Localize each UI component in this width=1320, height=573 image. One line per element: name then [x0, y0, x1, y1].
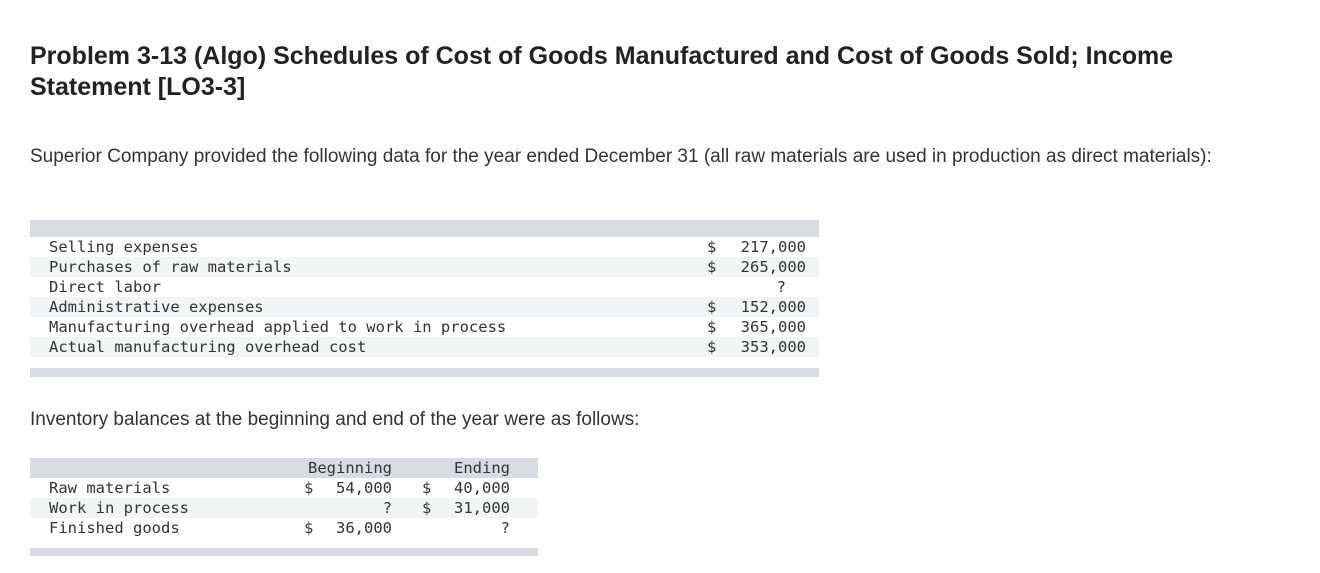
inventory-table: Beginning Ending Raw materials $ 54,000 …	[30, 458, 538, 556]
row-label: Manufacturing overhead applied to work i…	[49, 318, 507, 336]
row-amount: 217,000	[740, 238, 806, 256]
table-row: Raw materials $ 54,000 $ 40,000	[30, 478, 538, 498]
currency-sign: $	[304, 479, 314, 497]
table-row: Selling expenses $ 217,000	[30, 237, 819, 257]
header-ending: Ending	[454, 459, 510, 477]
problem-title: Problem 3-13 (Algo) Schedules of Cost of…	[30, 42, 1174, 101]
currency-sign: $	[422, 499, 432, 517]
row-amount: 265,000	[740, 258, 806, 276]
row-label: Work in process	[49, 499, 189, 517]
currency-sign: $	[707, 318, 717, 336]
table-row: Work in process ? $ 31,000	[30, 498, 538, 518]
currency-sign: $	[304, 519, 314, 537]
row-label: Actual manufacturing overhead cost	[49, 338, 367, 356]
row-label: Selling expenses	[49, 238, 199, 256]
row-label: Administrative expenses	[49, 298, 264, 316]
row-label: Finished goods	[49, 519, 180, 537]
currency-sign: $	[707, 258, 717, 276]
row-amount: ?	[776, 278, 786, 296]
row-amount: 353,000	[740, 338, 806, 356]
table-header: Beginning Ending	[30, 458, 538, 478]
data-table: Selling expenses $ 217,000 Purchases of …	[30, 220, 819, 377]
row-label: Direct labor	[49, 278, 161, 296]
table-row: Manufacturing overhead applied to work i…	[30, 317, 819, 337]
row-label: Purchases of raw materials	[49, 258, 292, 276]
inventory-intro: Inventory balances at the beginning and …	[30, 409, 640, 430]
ending-value: ?	[500, 519, 510, 537]
table-row: Finished goods $ 36,000 ?	[30, 518, 538, 538]
table-row: Administrative expenses $ 152,000	[30, 297, 819, 317]
table-row: Actual manufacturing overhead cost $ 353…	[30, 337, 819, 357]
beginning-value: 54,000	[336, 479, 392, 497]
header-beginning: Beginning	[308, 459, 392, 477]
currency-sign: $	[422, 479, 432, 497]
currency-sign: $	[707, 298, 717, 316]
beginning-value: 36,000	[336, 519, 392, 537]
beginning-value: ?	[382, 499, 392, 517]
row-amount: 152,000	[740, 298, 806, 316]
currency-sign: $	[707, 338, 717, 356]
row-amount: 365,000	[740, 318, 806, 336]
table-row: Direct labor ?	[30, 277, 819, 297]
row-label: Raw materials	[49, 479, 171, 497]
table-row: Purchases of raw materials $ 265,000	[30, 257, 819, 277]
currency-sign: $	[707, 238, 717, 256]
problem-intro: Superior Company provided the following …	[30, 146, 1212, 167]
ending-value: 31,000	[454, 499, 510, 517]
ending-value: 40,000	[454, 479, 510, 497]
